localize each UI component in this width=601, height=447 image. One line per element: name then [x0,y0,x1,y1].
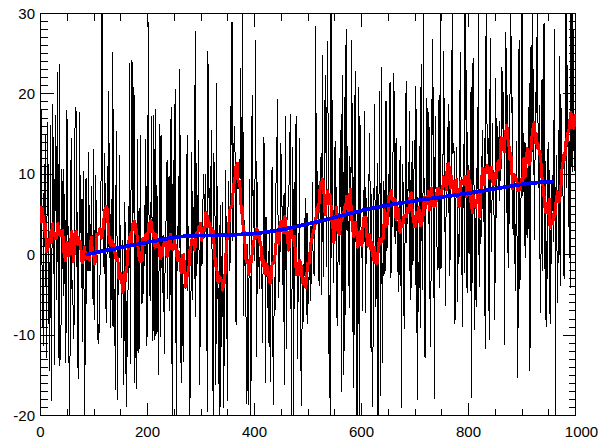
x-tick-label: 800 [456,423,481,440]
x-tick-label: 600 [349,423,374,440]
time-series-plot: 0 200 400 600 800 1000 -20 -10 0 10 20 30 [0,0,601,447]
y-tick-label: 30 [18,5,35,22]
y-tick-label: 20 [18,85,35,102]
x-tick-label: 0 [36,423,44,440]
x-tick-label: 400 [242,423,267,440]
x-tick-label: 200 [135,423,160,440]
y-tick-label: -20 [13,407,35,424]
x-tick-label: 1000 [565,423,598,440]
plot-canvas: 0 200 400 600 800 1000 -20 -10 0 10 20 30 [0,0,601,447]
y-tick-label: 0 [27,246,35,263]
y-tick-label: -10 [13,326,35,343]
y-tick-label: 10 [18,165,35,182]
